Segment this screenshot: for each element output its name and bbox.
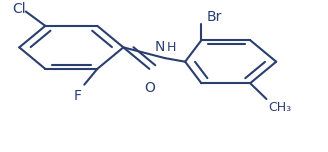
Text: O: O [144,81,155,95]
Text: Cl: Cl [12,2,26,16]
Text: N: N [154,40,165,54]
Text: CH₃: CH₃ [268,101,291,114]
Text: H: H [167,41,176,54]
Text: Br: Br [207,10,222,24]
Text: F: F [74,89,82,103]
